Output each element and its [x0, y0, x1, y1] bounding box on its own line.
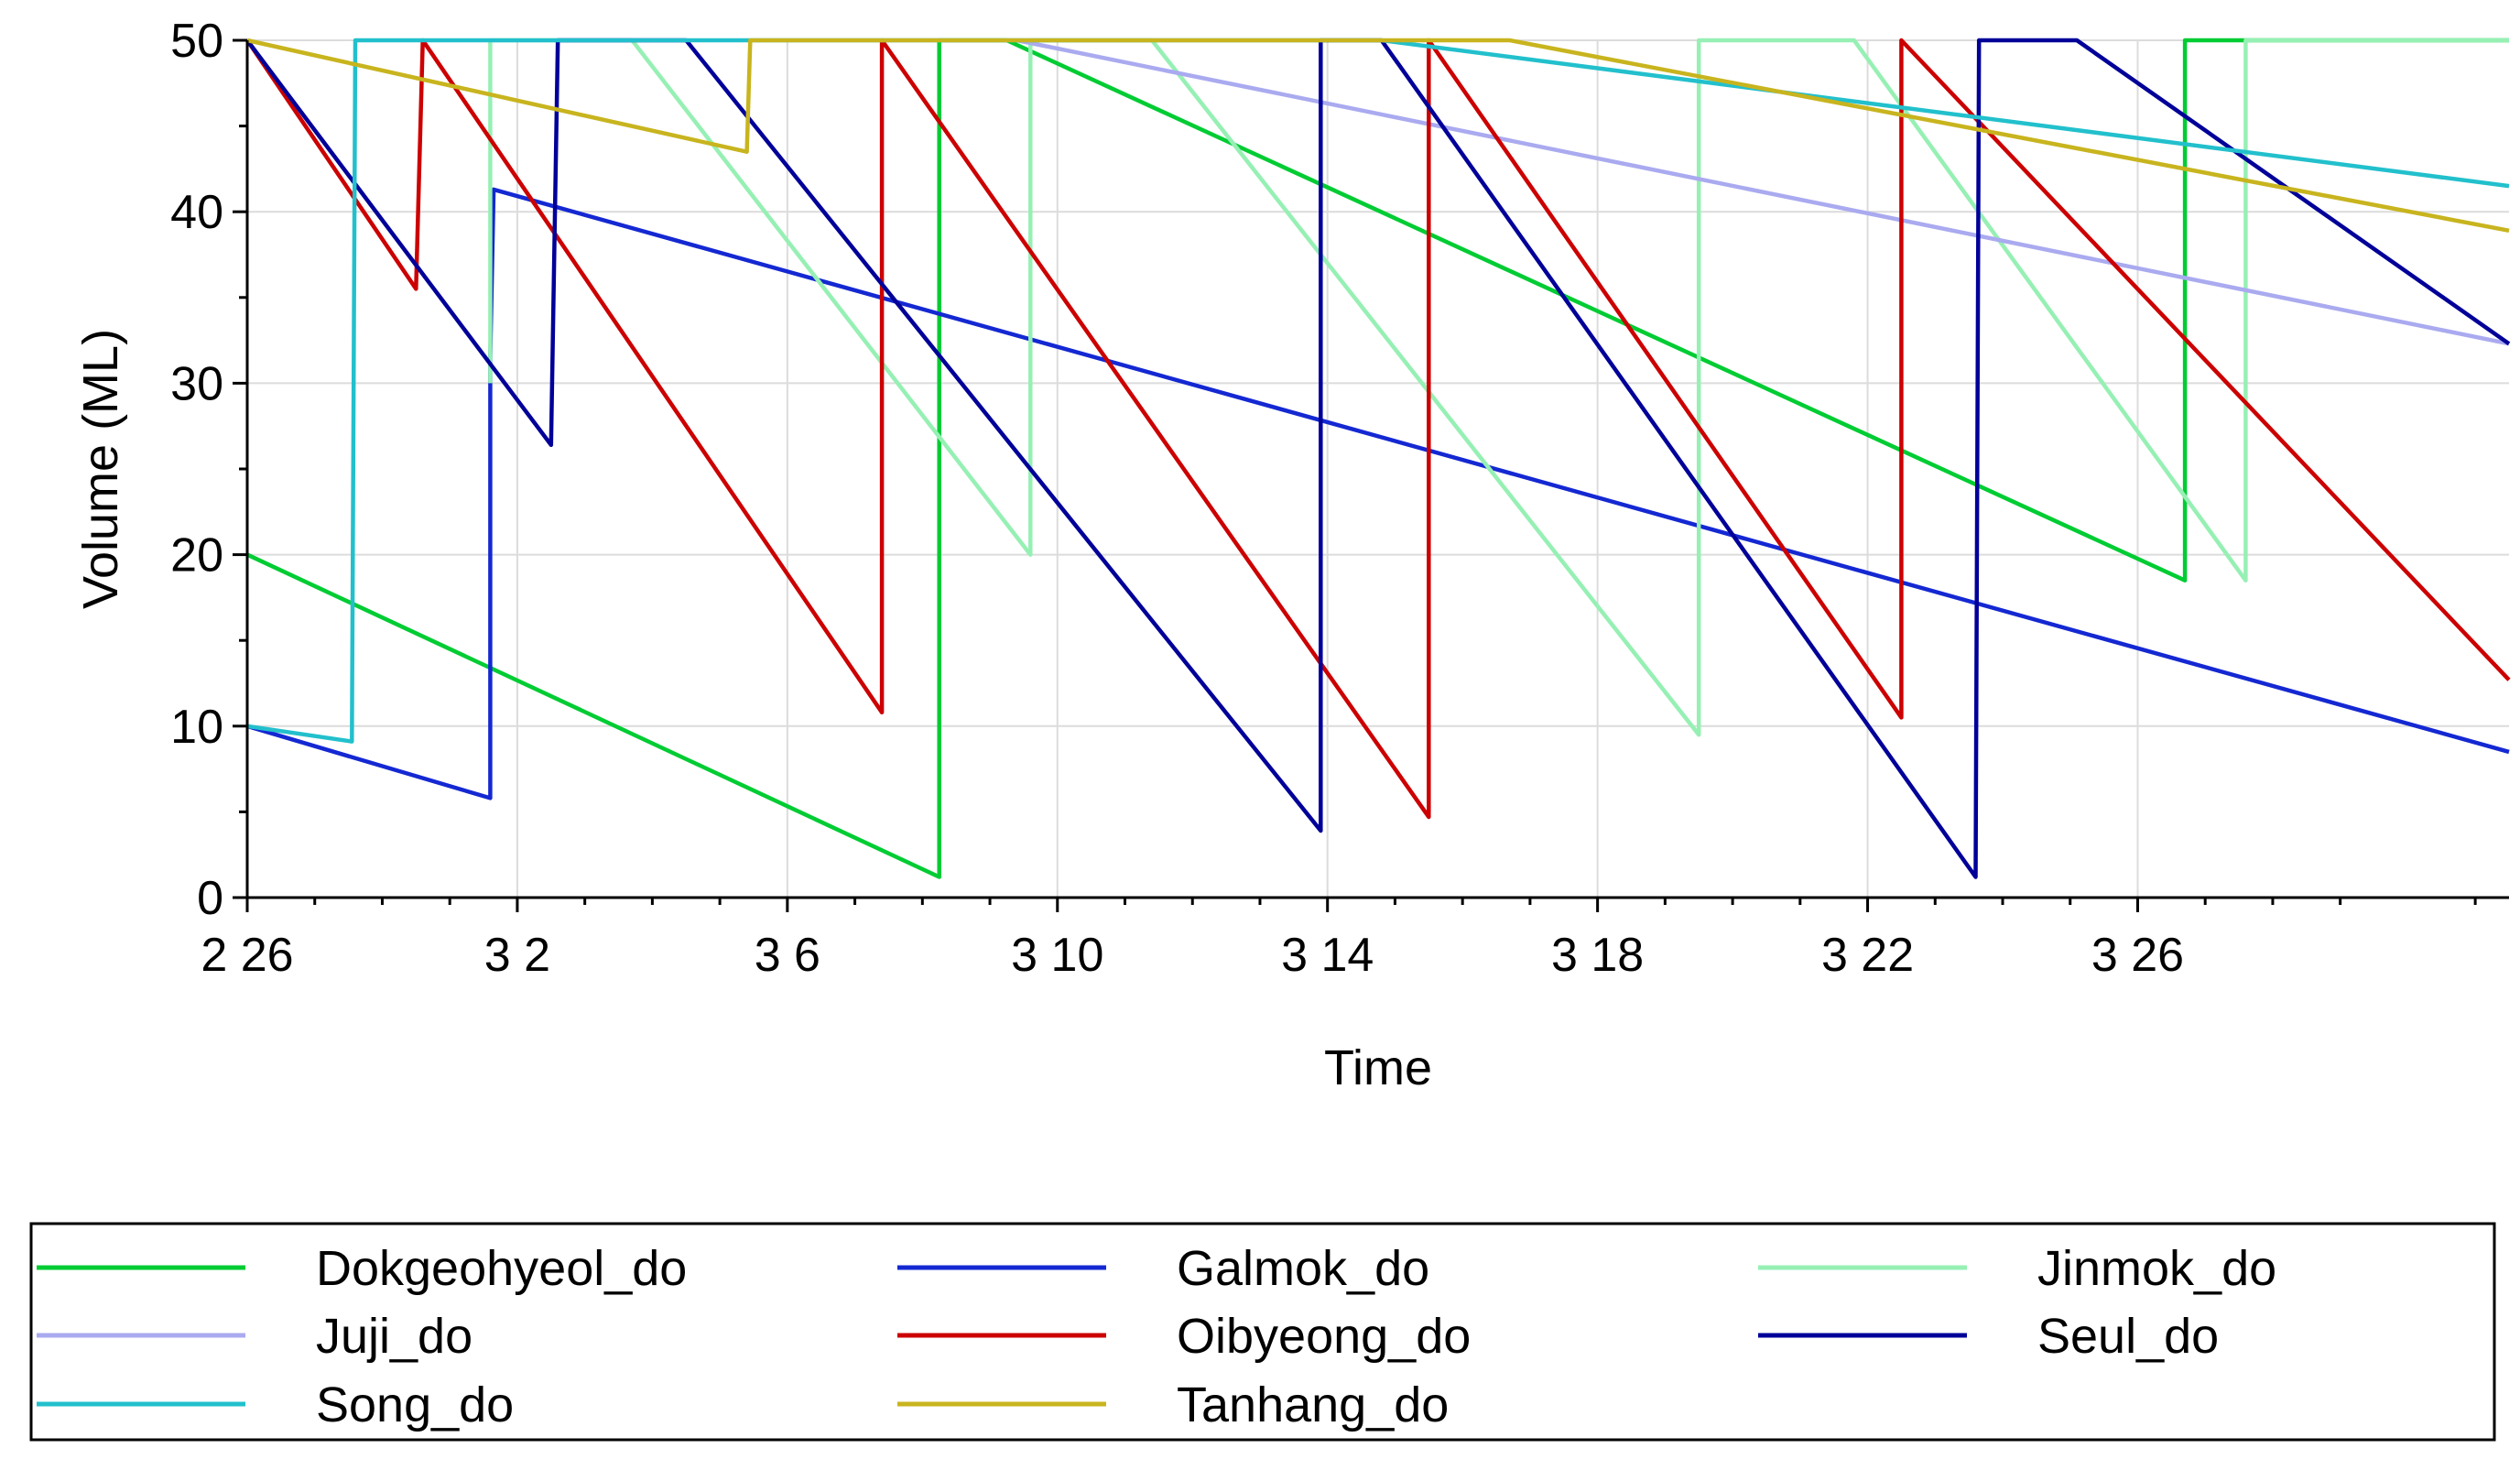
- series-line-juji_do: [1016, 38, 2510, 346]
- x-tick-label: 3 14: [1281, 929, 1374, 982]
- y-axis-title: Volume (ML): [73, 329, 128, 609]
- y-tick-label: 40: [170, 186, 223, 239]
- x-tick-label: 3 22: [1821, 929, 1914, 982]
- legend-label-tanhang_do: Tanhang_do: [1177, 1377, 1449, 1432]
- x-tick-label: 3 26: [2091, 929, 2184, 982]
- legend-label-dokgeohyeol_do: Dokgeohyeol_do: [316, 1241, 687, 1296]
- legend-label-jinmok_do: Jinmok_do: [2037, 1241, 2276, 1296]
- x-tick-label: 3 18: [1551, 929, 1644, 982]
- x-tick-label: 3 10: [1011, 929, 1103, 982]
- axes: 0 10 20 30 40 50 2 26 3 2 3 6 3 10 3 14 3 18 3 22 3 2…: [170, 15, 2509, 982]
- legend: Dokgeohyeol_do Galmok_do Jinmok_do Juji_do O…: [29, 1222, 2496, 1442]
- legend-label-galmok_do: Galmok_do: [1177, 1241, 1429, 1296]
- legend-label-juji_do: Juji_do: [316, 1309, 472, 1364]
- grid: [247, 39, 2509, 898]
- series-lines: [245, 38, 2511, 879]
- x-tick-label: 3 2: [484, 929, 550, 982]
- legend-box: [29, 1222, 2496, 1442]
- series-line-song_do: [246, 38, 2510, 744]
- y-tick-label: 0: [197, 872, 223, 925]
- y-tick-label: 30: [170, 357, 223, 410]
- x-tick-label: 2 26: [201, 929, 293, 982]
- y-tick-label: 10: [170, 701, 223, 754]
- series-line-tanhang_do: [246, 38, 2510, 234]
- y-tick-label: 20: [170, 529, 223, 583]
- y-tick-label: 50: [170, 15, 223, 68]
- legend-label-seul_do: Seul_do: [2037, 1309, 2219, 1364]
- legend-label-song_do: Song_do: [316, 1377, 514, 1432]
- x-axis-title: Time: [1324, 1040, 1432, 1095]
- legend-label-oibyeong_do: Oibyeong_do: [1177, 1309, 1471, 1364]
- x-tick-label: 3 6: [755, 929, 820, 982]
- series-line-oibyeong_do: [245, 38, 2511, 820]
